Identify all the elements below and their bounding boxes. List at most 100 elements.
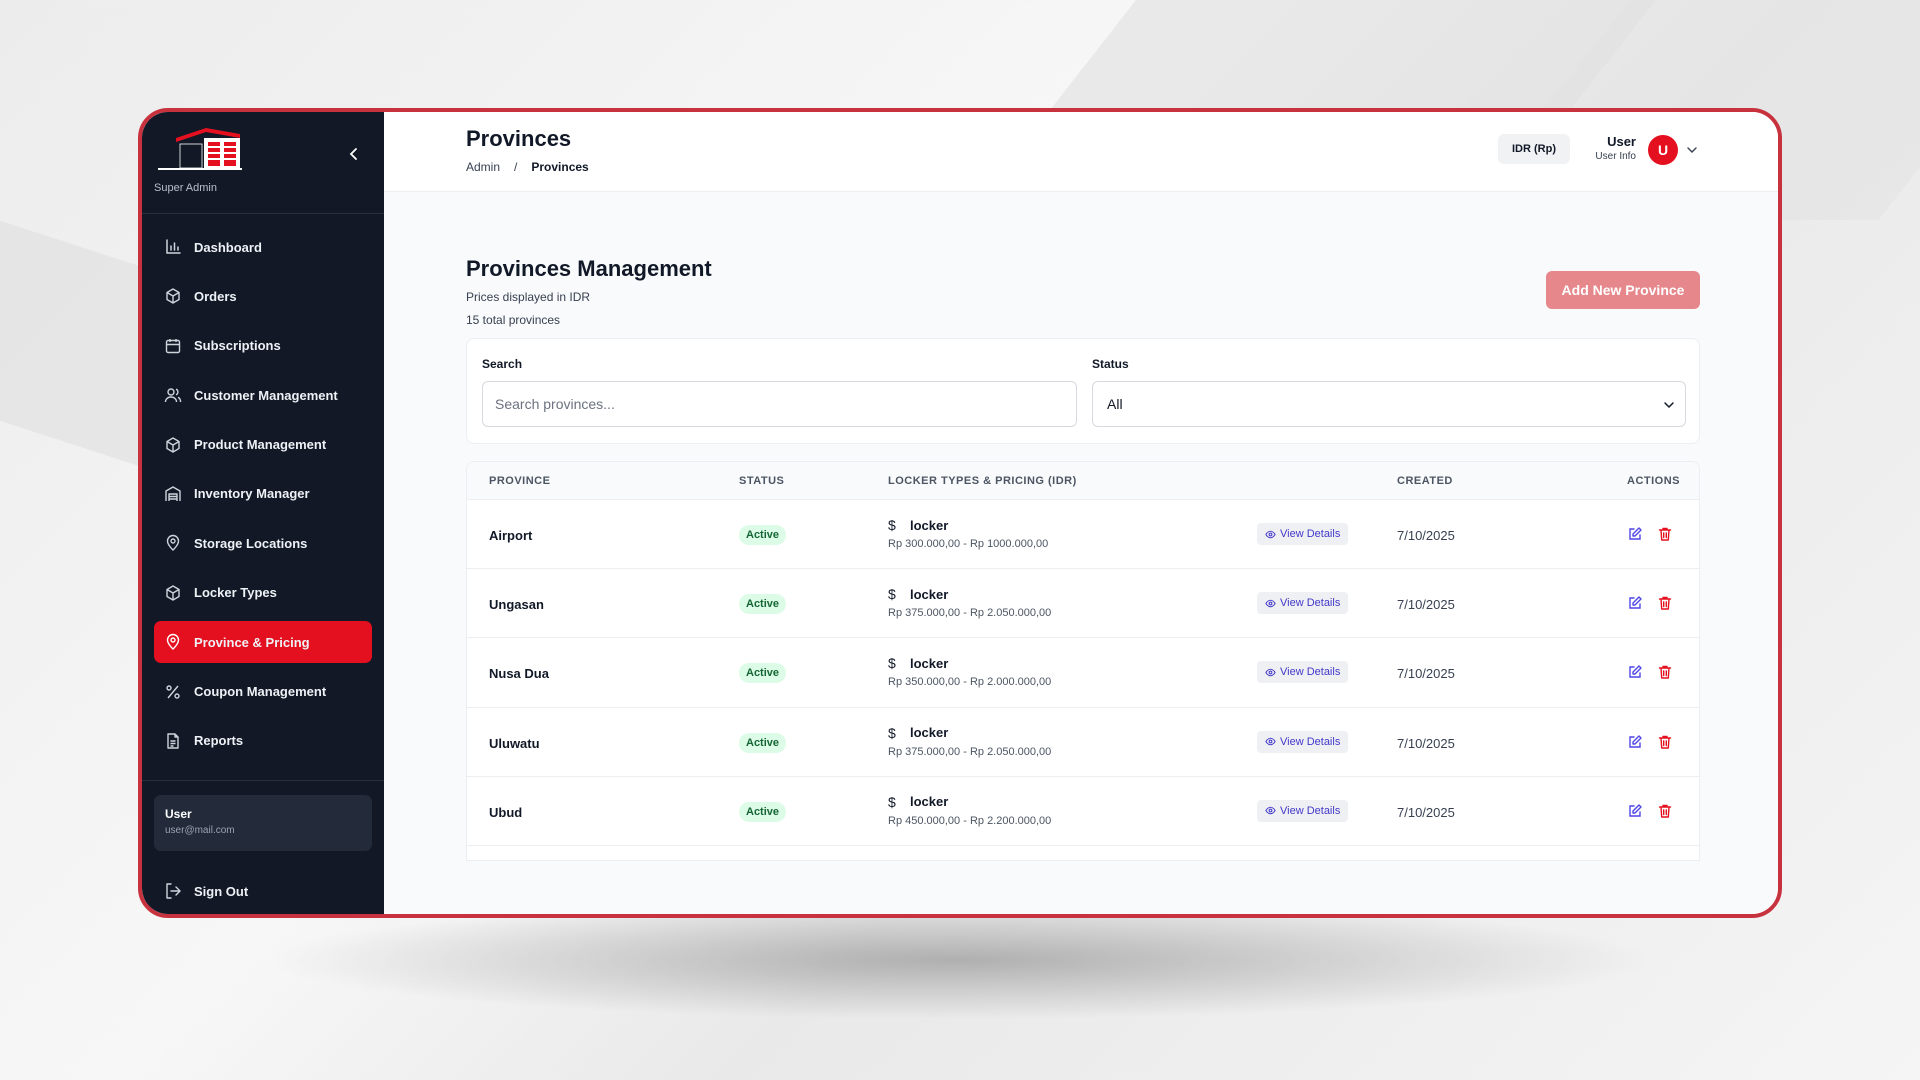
sidebar-user-email: user@mail.com	[165, 825, 235, 836]
currency-selector[interactable]: IDR (Rp)	[1498, 134, 1570, 164]
header-user-info[interactable]: User User Info	[1595, 134, 1636, 162]
table-row: Ubud Active $ locker Rp 450.000,00 - Rp 2…	[467, 776, 1699, 846]
breadcrumb-root[interactable]: Admin	[466, 160, 501, 174]
search-input[interactable]	[482, 381, 1077, 427]
col-created: CREATED	[1397, 475, 1453, 487]
edit-icon[interactable]	[1627, 664, 1643, 680]
trash-icon[interactable]	[1657, 595, 1673, 611]
sidebar-item-inventory-manager[interactable]: Inventory Manager	[154, 473, 372, 515]
provinces-table: PROVINCE STATUS LOCKER TYPES & PRICING (…	[466, 461, 1700, 861]
sidebar: Super Admin Dashboard Orders Subscriptio…	[142, 112, 384, 914]
province-name: Nusa Dua	[489, 666, 549, 682]
table-row: Uluwatu Active $ locker Rp 375.000,00 - R…	[467, 707, 1699, 777]
chevron-down-icon[interactable]	[1686, 144, 1698, 156]
sidebar-item-reports[interactable]: Reports	[154, 720, 372, 762]
header-user-sub: User Info	[1595, 151, 1636, 162]
sidebar-item-label: Orders	[194, 288, 237, 304]
users-icon	[164, 388, 182, 403]
sidebar-nav: Dashboard Orders Subscriptions Customer …	[142, 214, 384, 781]
locker-type: locker	[910, 794, 949, 810]
file-text-icon	[167, 733, 179, 749]
dollar-icon: $	[888, 793, 896, 810]
view-details-button[interactable]: View Details	[1257, 730, 1349, 753]
eye-icon	[1265, 599, 1276, 607]
sidebar-item-locker-types[interactable]: Locker Types	[154, 572, 372, 614]
sidebar-item-label: Storage Locations	[194, 535, 308, 551]
eye-icon	[1265, 530, 1276, 538]
breadcrumb-separator: /	[514, 160, 518, 174]
province-name: Uluwatu	[489, 735, 540, 751]
created-date: 7/10/2025	[1397, 666, 1455, 682]
locker-pricing: $ locker Rp 350.000,00 - Rp 2.000.000,00	[888, 655, 1051, 688]
chevron-down-icon	[1664, 402, 1674, 409]
locker-pricing: $ locker Rp 450.000,00 - Rp 2.200.000,00	[888, 794, 1051, 827]
status-badge: Active	[739, 525, 787, 545]
view-details-button[interactable]: View Details	[1257, 523, 1349, 545]
table-row: Airport Active $ locker Rp 300.000,00 - R…	[467, 500, 1699, 570]
locker-type: locker	[910, 586, 949, 602]
price-range: Rp 375.000,00 - Rp 2.050.000,00	[888, 607, 1052, 620]
trash-icon[interactable]	[1657, 734, 1673, 750]
price-range: Rp 350.000,00 - Rp 2.000.000,00	[888, 676, 1052, 689]
sidebar-item-label: Customer Management	[194, 387, 338, 403]
calendar-icon	[165, 338, 181, 353]
edit-icon[interactable]	[1627, 595, 1643, 611]
sidebar-user-card[interactable]: User user@mail.com	[154, 795, 372, 851]
bali-valet-storage-logo	[158, 128, 242, 170]
view-details-label: View Details	[1280, 804, 1341, 817]
package-icon	[166, 288, 180, 305]
map-pin-icon	[166, 535, 180, 552]
status-select-value: All	[1107, 396, 1123, 412]
collapse-sidebar-icon[interactable]	[346, 146, 362, 162]
avatar[interactable]: U	[1648, 135, 1678, 165]
sidebar-item-label: Product Management	[194, 437, 327, 453]
province-name: Ungasan	[489, 597, 544, 613]
created-date: 7/10/2025	[1397, 804, 1455, 820]
main-area: Provinces Admin / Provinces IDR (Rp) Use…	[384, 112, 1778, 914]
locker-pricing: $ locker Rp 300.000,00 - Rp 1000.000,00	[888, 517, 1048, 550]
sidebar-item-product-management[interactable]: Product Management	[154, 424, 372, 466]
sidebar-item-coupon-management[interactable]: Coupon Management	[154, 671, 372, 713]
view-details-button[interactable]: View Details	[1257, 661, 1349, 684]
view-details-label: View Details	[1280, 597, 1341, 610]
dollar-icon: $	[888, 586, 896, 603]
edit-icon[interactable]	[1627, 526, 1643, 542]
sidebar-item-subscriptions[interactable]: Subscriptions	[154, 325, 372, 367]
edit-icon[interactable]	[1627, 734, 1643, 750]
created-date: 7/10/2025	[1397, 528, 1455, 543]
view-details-button[interactable]: View Details	[1257, 592, 1349, 615]
trash-icon[interactable]	[1657, 526, 1673, 542]
view-details-label: View Details	[1280, 666, 1341, 679]
sidebar-item-dashboard[interactable]: Dashboard	[154, 226, 372, 268]
created-date: 7/10/2025	[1397, 735, 1455, 751]
price-range: Rp 375.000,00 - Rp 2.050.000,00	[888, 745, 1052, 758]
breadcrumb: Admin / Provinces	[466, 160, 589, 174]
price-range: Rp 300.000,00 - Rp 1000.000,00	[888, 538, 1049, 550]
col-status: STATUS	[739, 475, 785, 487]
status-badge: Active	[739, 801, 787, 822]
view-details-button[interactable]: View Details	[1257, 799, 1349, 822]
edit-icon[interactable]	[1627, 803, 1643, 819]
table-row: Sanur/Renon Active $locker Rp 325.000,00…	[467, 845, 1699, 860]
locker-type: locker	[910, 655, 949, 671]
sidebar-item-label: Locker Types	[194, 585, 277, 601]
eye-icon	[1265, 807, 1276, 815]
percent-icon	[166, 684, 180, 699]
sidebar-user-name: User	[165, 807, 192, 821]
table-header: PROVINCE STATUS LOCKER TYPES & PRICING (…	[467, 462, 1699, 500]
warehouse-icon	[165, 486, 181, 501]
trash-icon[interactable]	[1657, 803, 1673, 819]
sidebar-item-orders[interactable]: Orders	[154, 275, 372, 317]
locker-type: locker	[910, 725, 949, 741]
status-select[interactable]: All	[1092, 381, 1686, 427]
status-badge: Active	[739, 594, 787, 615]
add-province-button[interactable]: Add New Province	[1546, 271, 1700, 309]
col-province: PROVINCE	[489, 475, 551, 487]
trash-icon[interactable]	[1657, 664, 1673, 680]
sidebar-item-province-pricing[interactable]: Province & Pricing	[154, 621, 372, 664]
sign-out-button[interactable]: Sign Out	[164, 882, 248, 900]
sidebar-item-customer-management[interactable]: Customer Management	[154, 374, 372, 416]
logo-area: Super Admin	[142, 112, 384, 214]
sidebar-item-storage-locations[interactable]: Storage Locations	[154, 522, 372, 564]
filter-panel: Search Status All	[466, 338, 1700, 444]
